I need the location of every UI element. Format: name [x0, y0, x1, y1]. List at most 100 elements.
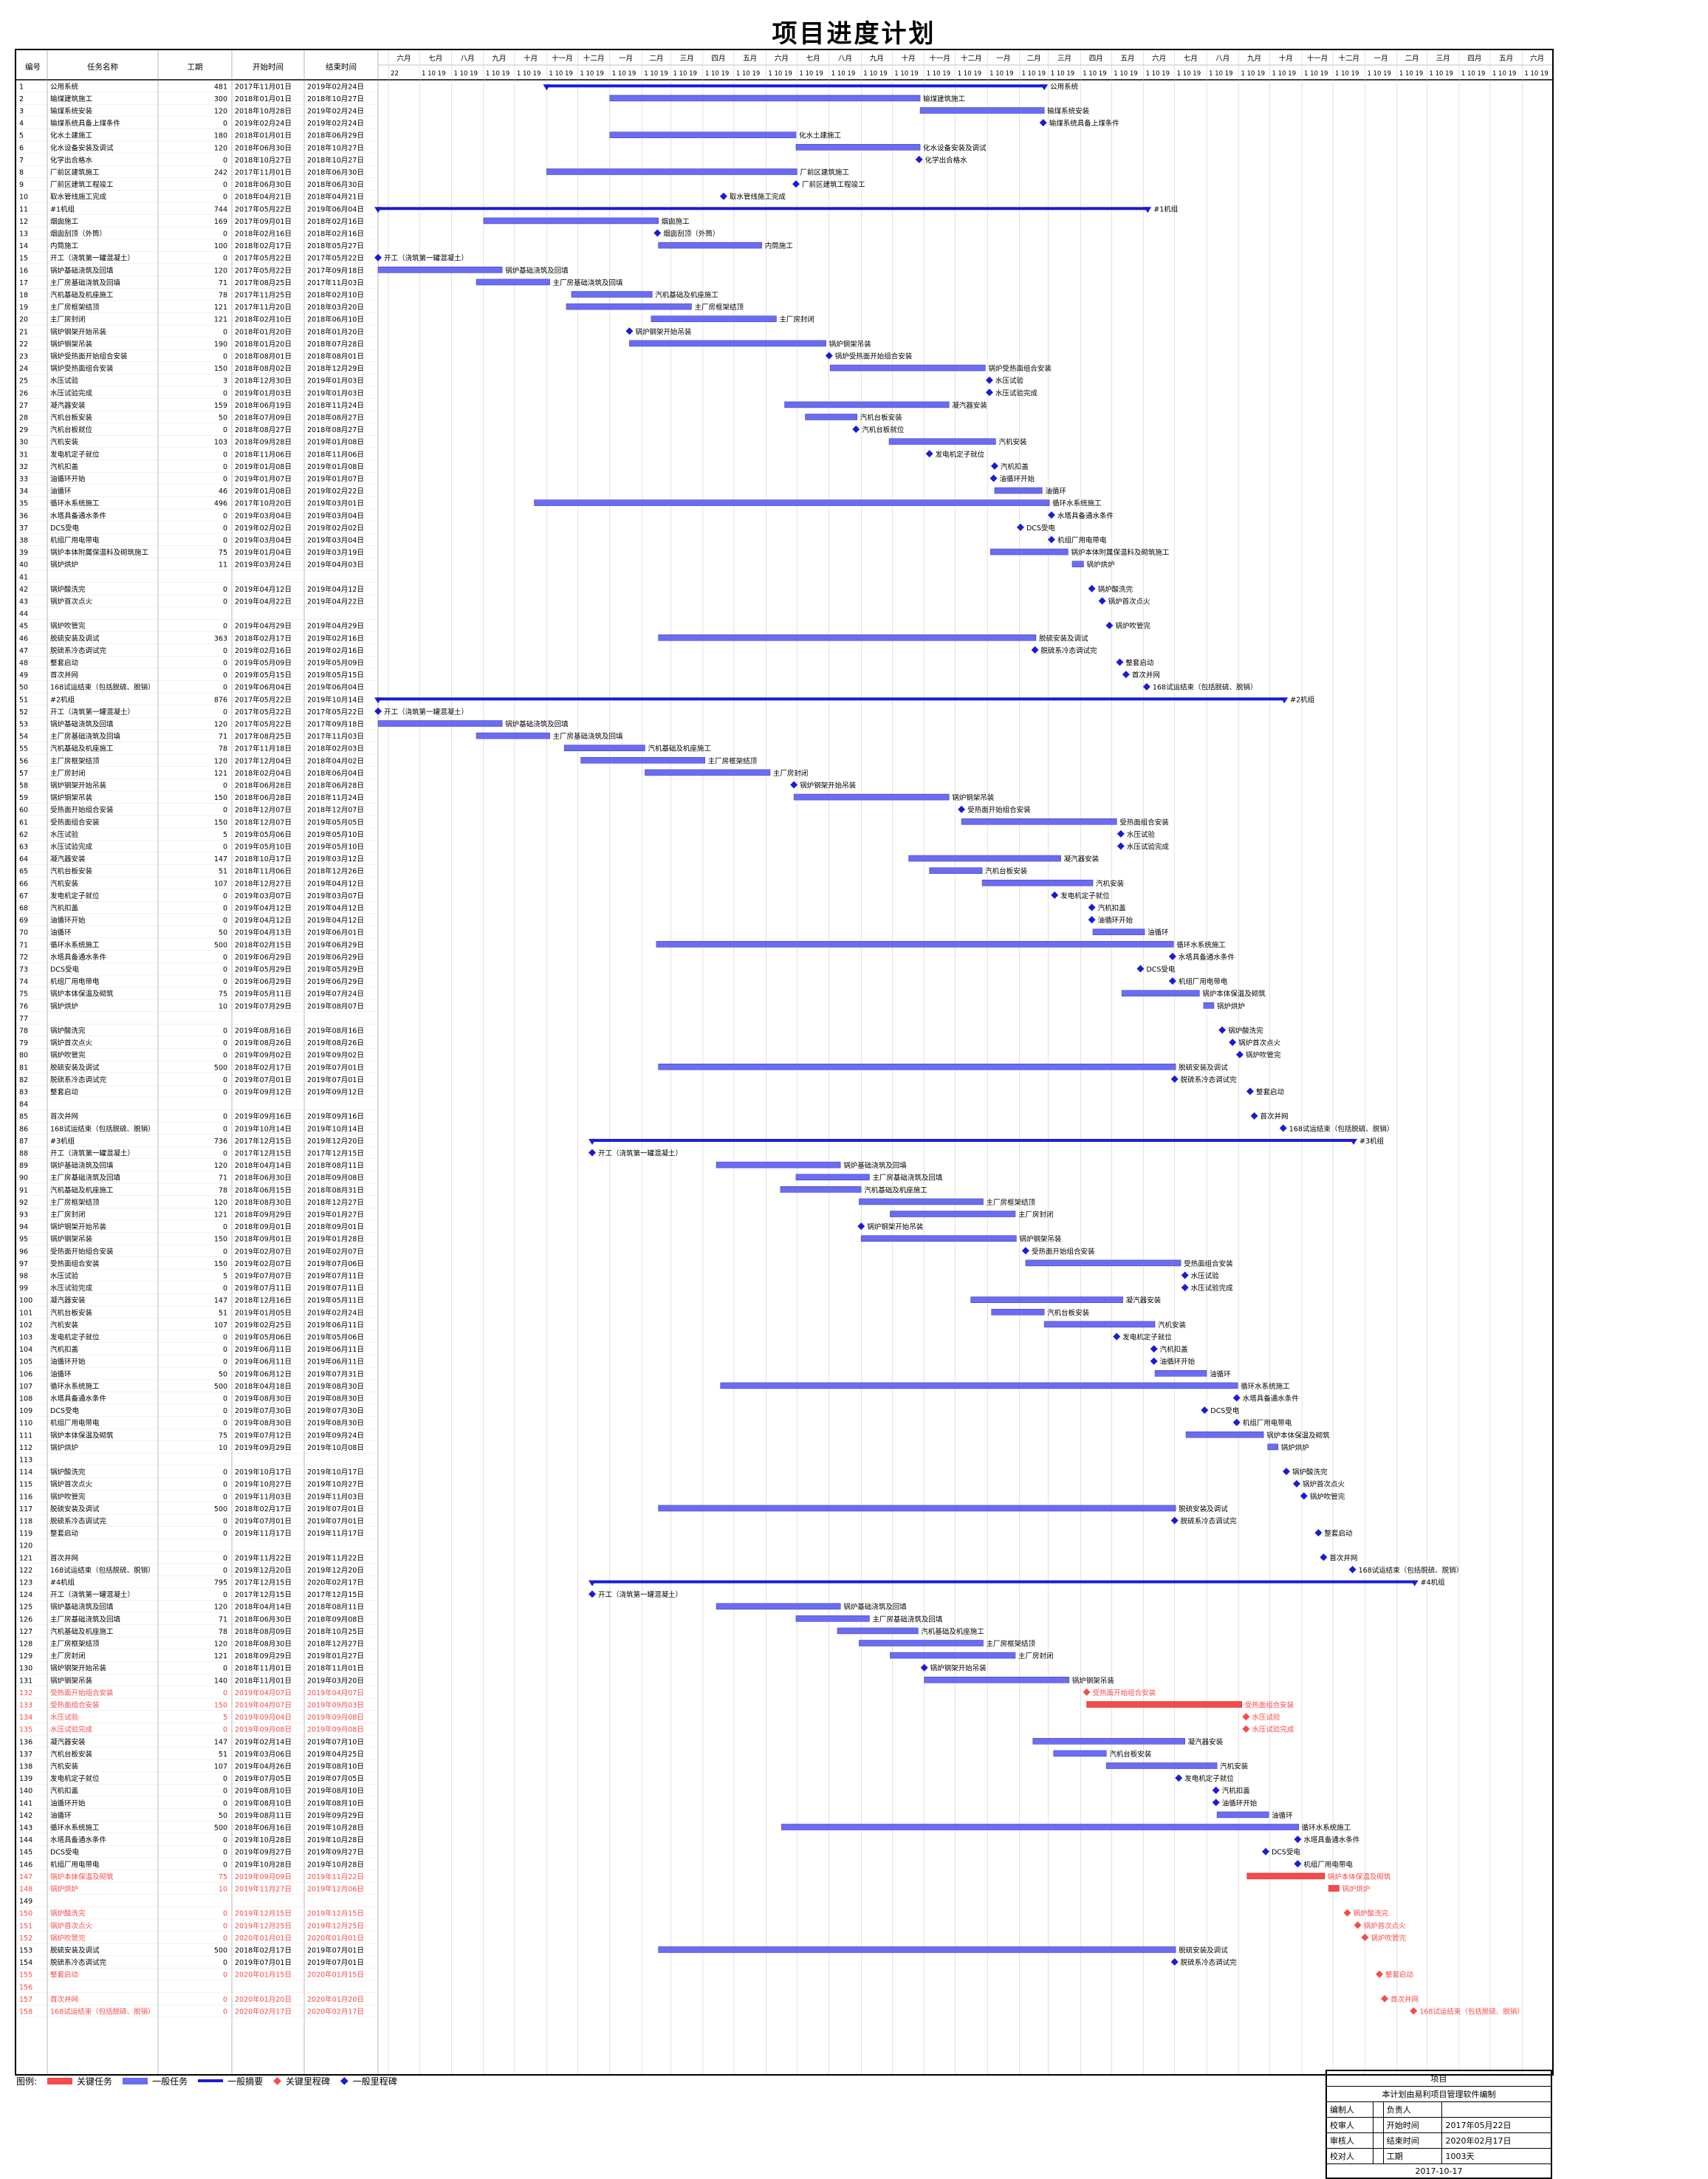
milestone-label: 机组厂用电带电: [1303, 1860, 1353, 1869]
task-end: 2019年05月05日: [307, 818, 364, 827]
task-end: 2019年10月27日: [307, 1480, 364, 1489]
task-name: 汽机基础及机座施工: [50, 291, 114, 300]
task-name: 168试运结束（包括脱硫、脱销）: [50, 683, 155, 692]
task-id: 79: [19, 1039, 28, 1047]
day-tick-label: 1 10 19: [1429, 70, 1453, 78]
info-cell: [1373, 2117, 1384, 2133]
task-start: 2019年11月27日: [235, 1885, 292, 1894]
milestone-marker: [1250, 1112, 1258, 1120]
task-end: 2020年01月20日: [307, 1995, 364, 2004]
milestone-label: 开工（浇筑第一罐混凝土）: [598, 1149, 682, 1158]
task-bar-label: 锅炉钢架吊装: [1072, 1676, 1115, 1685]
task-start: 2019年05月10日: [235, 843, 292, 852]
task-id: 139: [19, 1775, 32, 1783]
milestone-label: 开工（浇筑第一罐混凝土）: [384, 708, 468, 716]
month-label: 十二月: [961, 54, 982, 63]
task-end: 2017年11月03日: [307, 278, 364, 287]
milestone-label: 开工（浇筑第一罐混凝土）: [598, 1590, 682, 1599]
task-bar-label: 锅炉基础浇筑及回填: [843, 1603, 907, 1612]
milestone-label: 受热面开始组合安装: [967, 806, 1031, 815]
info-cell: 1003天: [1441, 2148, 1551, 2164]
task-bar-label: 脱硫安装及调试: [1179, 1063, 1228, 1072]
task-duration: 50: [219, 929, 227, 937]
milestone-label: 168试运结束（包括脱硫、脱销）: [1153, 683, 1258, 692]
task-bar: [859, 1198, 984, 1205]
milestone-label: 168试运结束（包括脱硫、脱销）: [1419, 2008, 1524, 2016]
task-end: 2019年06月29日: [307, 977, 364, 986]
task-start: 2019年06月04日: [235, 683, 292, 692]
milestone-label: 汽机扣盖: [1222, 1787, 1251, 1796]
task-duration: 363: [214, 634, 227, 643]
milestone-label: 开工（浇筑第一罐混凝土）: [384, 254, 468, 263]
task-bar: [981, 880, 1094, 886]
task-end: 2018年02月16日: [307, 217, 364, 226]
task-name: 整套启动: [50, 1971, 78, 1980]
task-duration: 0: [223, 1125, 227, 1133]
task-name: 化水土建施工: [50, 131, 93, 140]
task-start: 2019年07月07日: [235, 1272, 292, 1281]
task-start: 2020年02月17日: [235, 2008, 292, 2016]
month-label: 六月: [1530, 54, 1544, 63]
task-duration: 500: [214, 1383, 227, 1391]
task-bar: [1267, 1443, 1279, 1451]
task-start: 2017年05月22日: [235, 266, 292, 275]
task-bar-label: 锅炉本体保温及砌筑: [1202, 990, 1266, 999]
task-end: 2018年04月21日: [307, 193, 364, 202]
task-start: 2018年02月17日: [235, 242, 292, 250]
info-cell: [1373, 2148, 1384, 2164]
day-tick-label: 1 10 19: [486, 70, 510, 78]
task-duration: 0: [223, 1089, 227, 1097]
task-name: 主厂房框架结顶: [50, 303, 100, 312]
task-start: 2019年12月20日: [235, 1566, 292, 1575]
task-id: 102: [19, 1321, 32, 1330]
task-start: 2018年06月30日: [235, 180, 292, 189]
task-end: 2019年07月06日: [307, 1259, 364, 1268]
month-label: 十一月: [552, 54, 573, 63]
milestone-label: 首次并网: [1329, 1553, 1357, 1562]
task-duration: 150: [214, 794, 227, 802]
task-start: 2018年09月01日: [235, 1222, 292, 1231]
task-name: 汽机扣盖: [50, 1345, 79, 1354]
task-id: 7: [19, 157, 24, 165]
task-end: 2019年05月15日: [307, 671, 364, 680]
task-end: 2018年11月24日: [307, 401, 364, 410]
task-end: 2018年10月27日: [307, 143, 364, 152]
task-bar-label: 主厂房封闭: [1018, 1652, 1054, 1660]
milestone-label: 锅炉首次点火: [1303, 1480, 1345, 1489]
task-duration: 0: [223, 1935, 227, 1943]
task-start: 2019年04月12日: [235, 585, 292, 594]
task-start: 2018年08月27日: [235, 425, 292, 434]
milestone-label: 锅炉钢架开始吊装: [635, 327, 692, 336]
task-id: 4: [19, 120, 24, 128]
task-bar: [929, 867, 983, 874]
task-start: 2018年06月30日: [235, 143, 292, 152]
task-duration: 150: [214, 1236, 227, 1244]
task-name: 机组厂用电带电: [50, 977, 100, 986]
task-end: 2019年09月08日: [307, 1713, 364, 1722]
task-start: 2019年05月29日: [235, 965, 292, 974]
task-duration: 0: [223, 1493, 227, 1501]
task-name: 脱硫安装及调试: [50, 1505, 100, 1513]
milestone-marker: [1175, 1774, 1183, 1782]
task-duration: 121: [214, 1211, 227, 1220]
task-duration: 121: [214, 316, 227, 324]
task-name: 锅炉基础浇筑及回填: [50, 1603, 114, 1612]
task-bar-label: 锅炉烘炉: [1086, 561, 1114, 569]
task-end: 2018年11月06日: [307, 450, 364, 459]
task-id: 123: [19, 1579, 32, 1587]
info-header: 项目: [1326, 2070, 1551, 2087]
task-id: 43: [19, 598, 28, 606]
task-id: 75: [19, 991, 28, 999]
day-tick-label: 1 10 19: [768, 70, 792, 78]
task-name: 受热面开始组合安装: [50, 1247, 114, 1256]
task-duration: 50: [219, 414, 227, 423]
task-start: 2019年09月27日: [235, 1848, 292, 1857]
milestone-label: 脱硫系冷态调试完: [1041, 646, 1098, 655]
task-duration: 0: [223, 1971, 227, 1980]
task-start: 2018年12月16日: [235, 1296, 292, 1305]
task-end: 2019年04月03日: [307, 561, 364, 569]
task-id: 2: [19, 95, 24, 103]
task-id: 91: [19, 1186, 28, 1194]
task-id: 94: [19, 1223, 28, 1231]
milestone-label: 168试运结束（包括脱硫、脱销）: [1359, 1566, 1464, 1575]
